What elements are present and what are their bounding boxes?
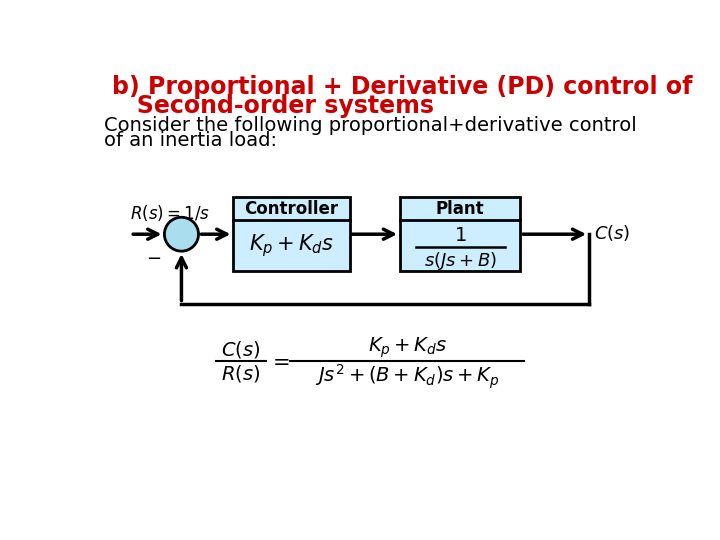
Text: $R(s)=1/s$: $R(s)=1/s$ [130, 204, 210, 224]
Text: $C(s)$: $C(s)$ [594, 222, 630, 242]
Text: Second-order systems: Second-order systems [112, 94, 433, 118]
Text: Consider the following proportional+derivative control: Consider the following proportional+deri… [104, 116, 636, 134]
Circle shape [164, 217, 199, 251]
Text: Plant: Plant [436, 200, 485, 218]
Text: of an inertia load:: of an inertia load: [104, 131, 277, 150]
Text: $=$: $=$ [269, 351, 290, 372]
Text: $s(Js+B)$: $s(Js+B)$ [423, 249, 497, 272]
Text: b) Proportional + Derivative (PD) control of: b) Proportional + Derivative (PD) contro… [112, 75, 692, 99]
Text: $K_p + K_d s$: $K_p + K_d s$ [368, 335, 448, 360]
Text: $R(s)$: $R(s)$ [222, 363, 261, 384]
Text: $Js^2 + (B + K_d)s + K_p$: $Js^2 + (B + K_d)s + K_p$ [315, 363, 500, 391]
Text: $-$: $-$ [146, 248, 161, 266]
Text: $1$: $1$ [454, 226, 467, 245]
Text: Controller: Controller [244, 200, 338, 218]
Text: $C(s)$: $C(s)$ [222, 339, 261, 360]
Text: $K_p + K_d s$: $K_p + K_d s$ [249, 232, 334, 259]
Bar [400, 197, 520, 271]
Bar [233, 197, 350, 271]
